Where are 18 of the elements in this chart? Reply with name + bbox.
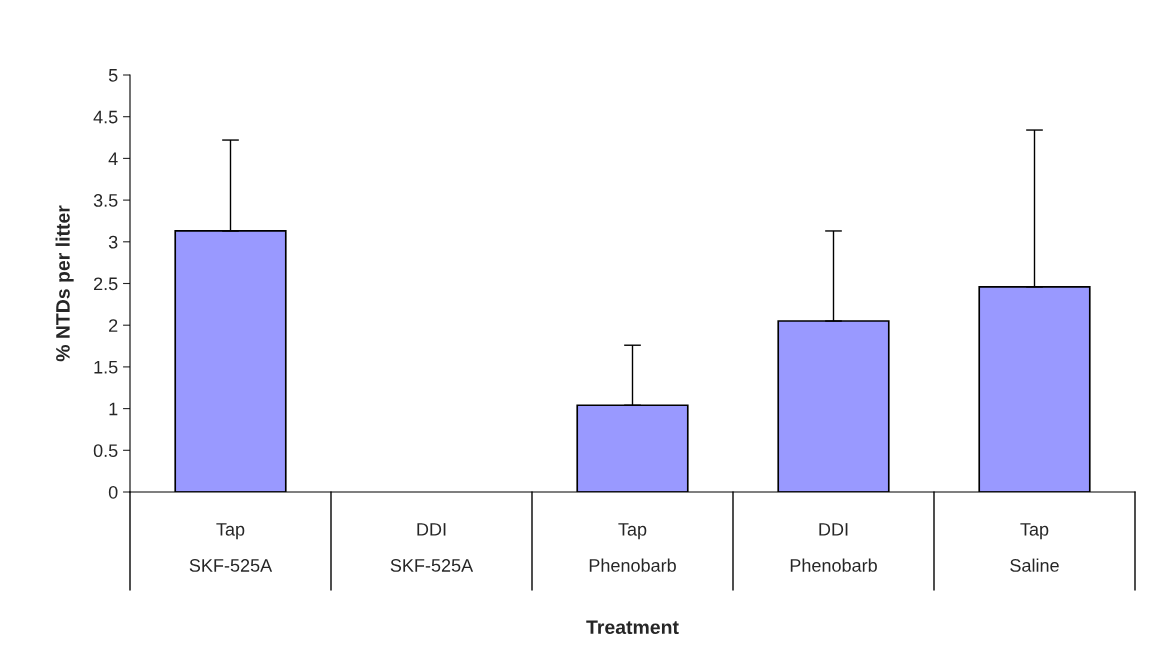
y-axis-title: % NTDs per litter: [55, 205, 74, 362]
y-tick-label: 3.5: [93, 194, 118, 207]
x-tick-label: Tap SKF-525A: [189, 523, 273, 572]
y-tick-label: 2.5: [94, 277, 118, 291]
x-tick-label: Tap Saline: [1010, 523, 1059, 572]
y-tick-label: 0: [108, 485, 118, 499]
y-tick-label: 1: [109, 402, 118, 416]
y-tick-label: 5: [108, 69, 118, 82]
y-tick-label: 4: [108, 152, 118, 165]
x-tick-label: Tap Phenobarb: [589, 523, 676, 572]
x-axis-title: Treatment: [586, 620, 679, 635]
y-tick-label: 0.5: [93, 444, 118, 458]
y-tick-label: 2: [109, 319, 118, 332]
category-label: DDI SKF-525A: [390, 523, 474, 572]
y-tick-label: 3: [108, 235, 118, 249]
category-label: DDI Phenobarb: [790, 523, 877, 572]
y-tick-label: 4.5: [93, 110, 118, 124]
y-tick-label: 1.5: [94, 361, 118, 374]
